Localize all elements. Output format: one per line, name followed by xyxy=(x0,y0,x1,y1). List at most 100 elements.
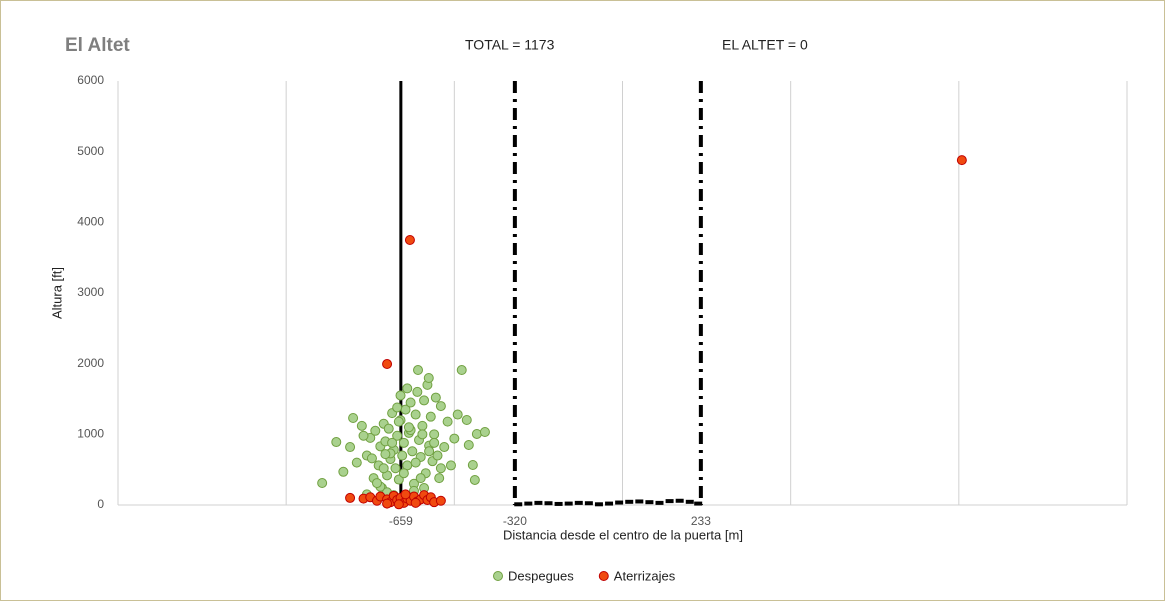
point xyxy=(456,365,467,376)
x-axis-label: Distancia desde el centro de la puerta [… xyxy=(503,527,743,542)
point xyxy=(370,425,381,436)
x-tick-label: 233 xyxy=(691,514,711,528)
point xyxy=(430,392,441,403)
point xyxy=(471,428,482,439)
point xyxy=(467,460,478,471)
point xyxy=(412,386,423,397)
point xyxy=(345,442,356,453)
point xyxy=(594,502,603,507)
point xyxy=(423,373,434,384)
y-tick-label: 0 xyxy=(97,497,104,511)
point xyxy=(685,499,694,504)
point xyxy=(554,501,563,506)
point xyxy=(514,502,523,507)
point xyxy=(395,390,406,401)
point xyxy=(424,446,435,457)
point xyxy=(564,501,573,506)
point xyxy=(382,359,393,370)
legend-label: Aterrizajes xyxy=(614,568,676,583)
point xyxy=(675,498,684,503)
point xyxy=(393,499,404,510)
point xyxy=(378,463,389,474)
y-tick-label: 6000 xyxy=(77,73,104,87)
point xyxy=(405,397,416,408)
point xyxy=(402,383,413,394)
point xyxy=(356,420,367,431)
point xyxy=(435,495,446,506)
point xyxy=(432,450,443,461)
point xyxy=(331,437,342,448)
point xyxy=(544,501,553,506)
x-tick-label: -659 xyxy=(389,514,413,528)
point xyxy=(410,409,421,420)
point xyxy=(413,365,424,376)
point xyxy=(390,463,401,474)
y-tick-label: 1000 xyxy=(77,427,104,441)
chart-title: El Altet xyxy=(65,35,130,56)
point xyxy=(449,433,460,444)
point xyxy=(358,430,369,441)
point xyxy=(397,450,408,461)
y-tick-label: 2000 xyxy=(77,356,104,370)
point xyxy=(463,440,474,451)
point xyxy=(425,411,436,422)
point xyxy=(435,401,446,412)
point xyxy=(665,499,674,504)
point xyxy=(479,427,490,438)
point xyxy=(429,437,440,448)
x-tick-label: -320 xyxy=(503,514,527,528)
annotation: EL ALTET = 0 xyxy=(722,37,808,53)
point xyxy=(442,416,453,427)
y-tick-label: 5000 xyxy=(77,144,104,158)
point xyxy=(400,489,411,500)
point xyxy=(434,473,445,484)
point xyxy=(429,429,440,440)
point xyxy=(419,395,430,406)
point xyxy=(393,416,404,427)
point xyxy=(348,413,359,424)
point xyxy=(452,409,463,420)
point xyxy=(655,500,664,505)
point xyxy=(366,453,377,464)
point xyxy=(383,423,394,434)
point xyxy=(574,500,583,505)
point xyxy=(398,468,409,479)
point xyxy=(351,457,362,468)
point xyxy=(417,429,428,440)
point xyxy=(403,422,414,433)
y-tick-label: 3000 xyxy=(77,285,104,299)
y-tick-label: 4000 xyxy=(77,215,104,229)
point xyxy=(387,437,398,448)
point xyxy=(317,478,328,489)
point xyxy=(469,474,480,485)
point xyxy=(392,430,403,441)
legend-label: Despegues xyxy=(508,568,574,583)
point xyxy=(415,473,426,484)
point xyxy=(445,460,456,471)
point xyxy=(694,501,703,506)
point xyxy=(380,449,391,460)
point xyxy=(625,499,634,504)
point xyxy=(398,437,409,448)
point xyxy=(345,492,356,503)
point xyxy=(645,500,654,505)
point xyxy=(534,500,543,505)
point xyxy=(524,501,533,506)
annotation: TOTAL = 1173 xyxy=(465,37,555,53)
point xyxy=(392,402,403,413)
legend-marker xyxy=(493,571,503,581)
point xyxy=(605,501,614,506)
point xyxy=(584,501,593,506)
y-axis-label: Altura [ft] xyxy=(49,267,64,319)
point xyxy=(435,463,446,474)
point xyxy=(338,466,349,477)
point xyxy=(635,499,644,504)
point xyxy=(410,457,421,468)
point xyxy=(439,442,450,453)
point xyxy=(461,414,472,425)
point xyxy=(417,420,428,431)
legend-marker xyxy=(598,571,609,581)
point xyxy=(371,478,382,489)
